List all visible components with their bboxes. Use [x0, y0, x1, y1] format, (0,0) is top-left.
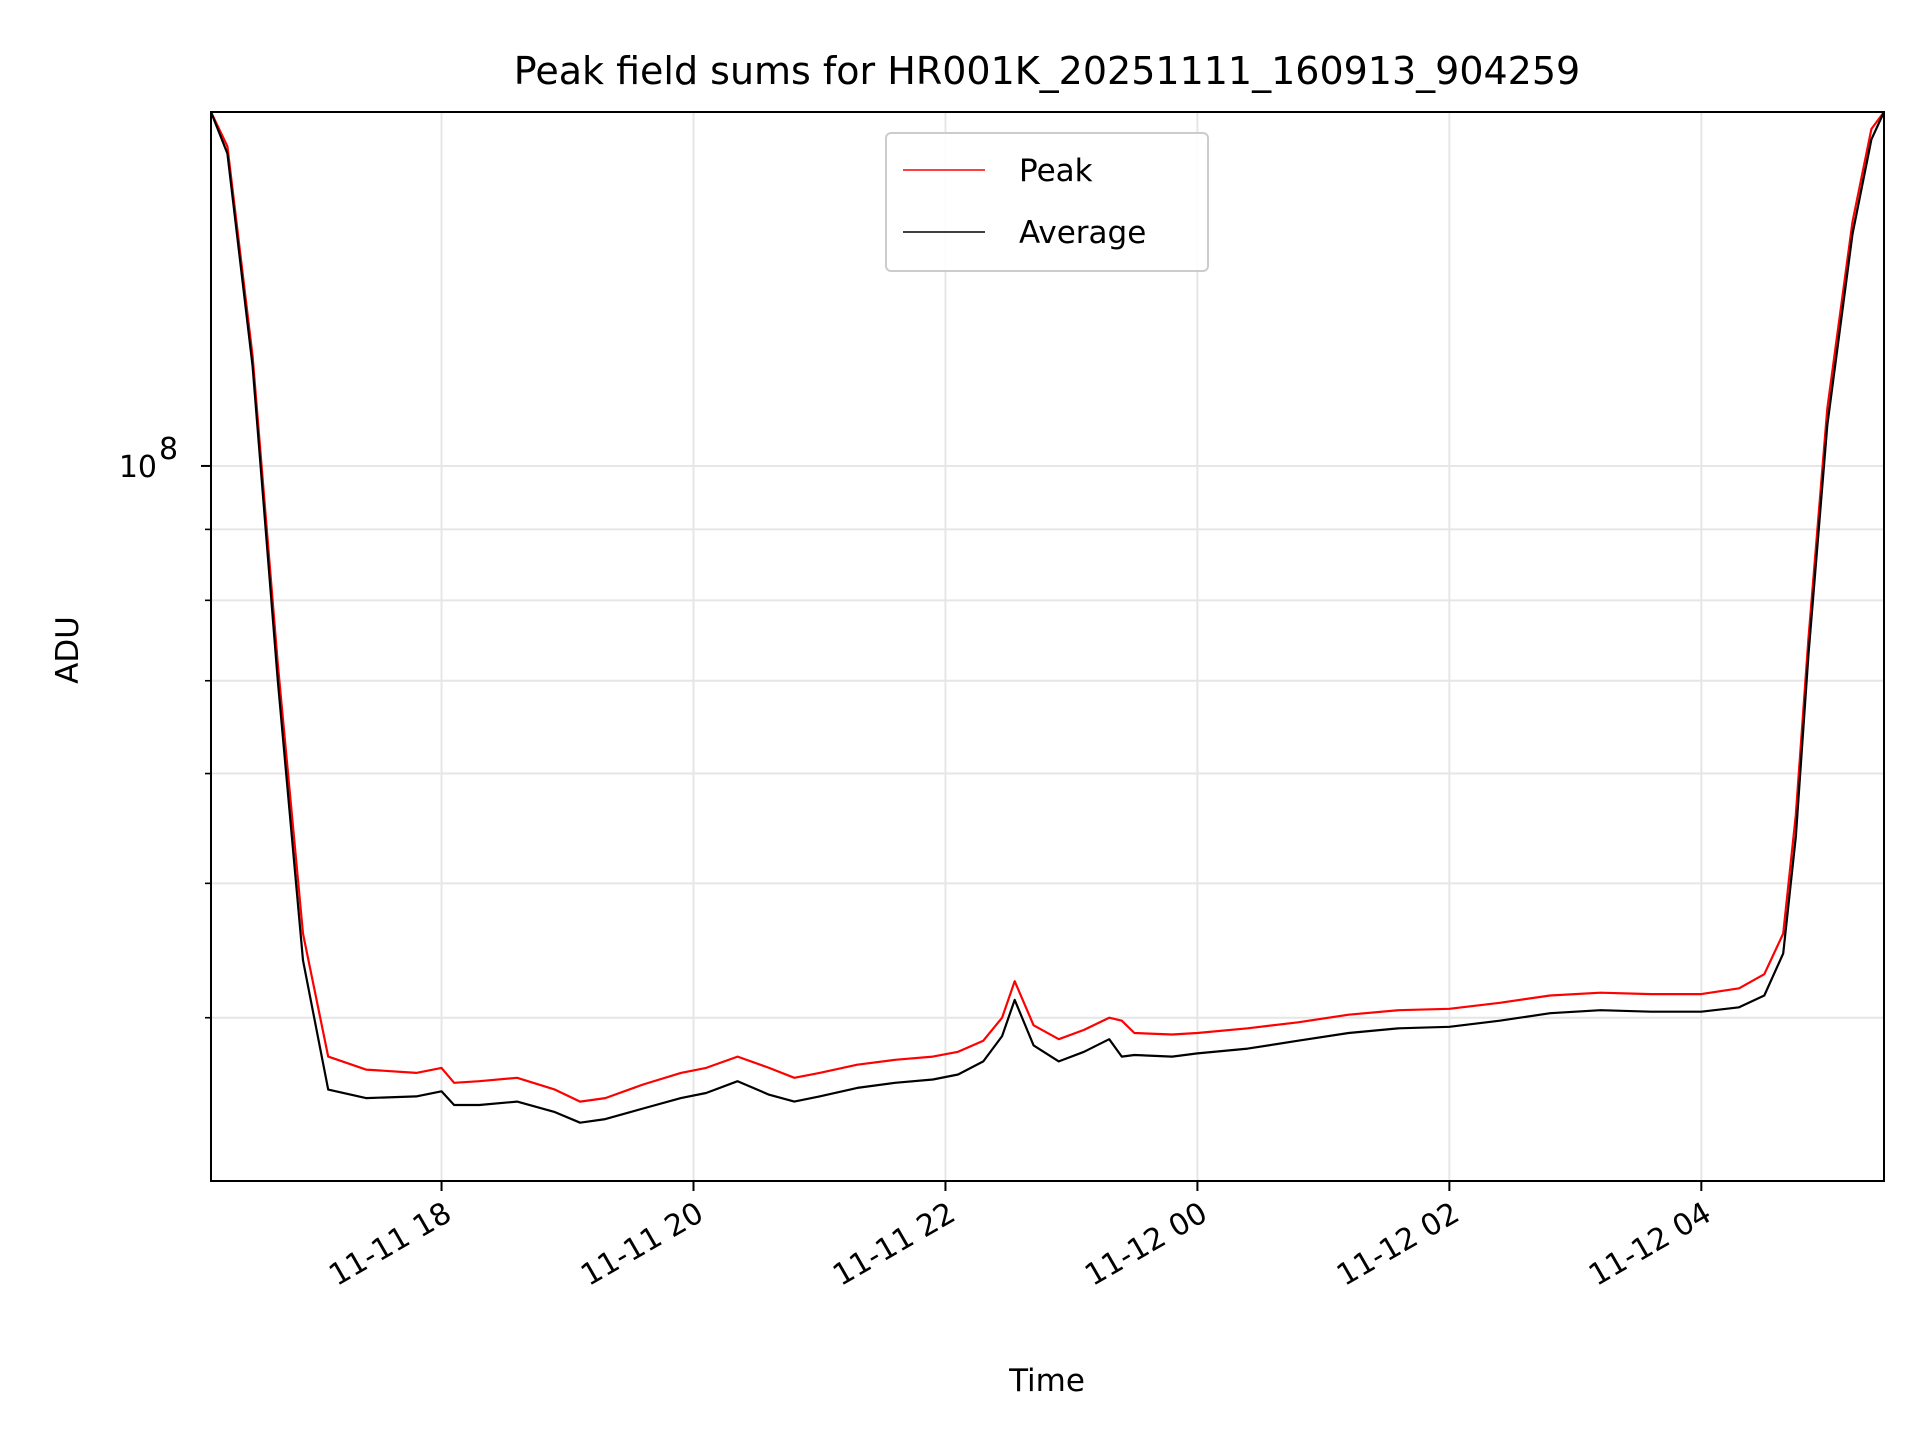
legend-label-peak: Peak	[1019, 153, 1093, 189]
grid	[211, 112, 1884, 1181]
series-line-average	[211, 112, 1884, 1124]
chart-title: Peak field sums for HR001K_20251111_1609…	[514, 49, 1580, 93]
legend-label-average: Average	[1019, 215, 1146, 251]
series-line-peak	[211, 112, 1884, 1103]
legend-frame	[885, 132, 1209, 272]
y-axis-title: ADU	[50, 616, 86, 684]
legend: Peak Average	[885, 132, 1209, 272]
series-layer	[211, 112, 1884, 1124]
y-tick-label-exponent: 8	[159, 432, 178, 467]
x-axis-title: Time	[1008, 1363, 1085, 1399]
y-tick-label-base: 10	[119, 450, 157, 485]
plot-frame	[210, 111, 1885, 1182]
